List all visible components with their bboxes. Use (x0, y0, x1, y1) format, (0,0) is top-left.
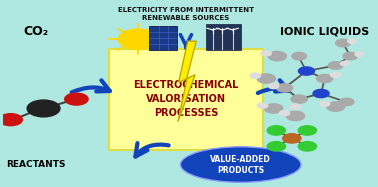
Circle shape (298, 67, 314, 75)
Circle shape (298, 142, 316, 151)
Circle shape (268, 51, 287, 61)
Circle shape (279, 111, 290, 116)
Text: REACTANTS: REACTANTS (6, 160, 66, 169)
Text: CO₂: CO₂ (24, 25, 49, 38)
Circle shape (317, 74, 333, 83)
Circle shape (65, 93, 88, 105)
Ellipse shape (180, 147, 301, 182)
Polygon shape (178, 41, 196, 122)
Circle shape (277, 84, 293, 92)
Circle shape (343, 52, 358, 60)
Circle shape (313, 89, 329, 98)
Circle shape (261, 51, 271, 56)
Circle shape (336, 39, 350, 47)
Circle shape (265, 104, 283, 113)
Circle shape (283, 134, 301, 143)
Circle shape (118, 29, 158, 50)
Circle shape (268, 83, 279, 89)
Circle shape (355, 52, 364, 56)
Circle shape (267, 142, 285, 151)
Circle shape (257, 74, 276, 83)
Text: IONIC LIQUIDS: IONIC LIQUIDS (280, 27, 369, 37)
Circle shape (267, 126, 285, 135)
Circle shape (0, 114, 22, 126)
Circle shape (327, 102, 345, 111)
Text: VALUE-ADDED
PRODUCTS: VALUE-ADDED PRODUCTS (210, 154, 271, 175)
Circle shape (341, 61, 349, 66)
Circle shape (328, 62, 343, 69)
Circle shape (250, 73, 260, 78)
Circle shape (291, 95, 307, 103)
Circle shape (287, 111, 305, 121)
Circle shape (320, 101, 330, 106)
Circle shape (27, 100, 60, 117)
Text: ELECTRICITY FROM INTERMITTENT
RENEWABLE SOURCES: ELECTRICITY FROM INTERMITTENT RENEWABLE … (118, 7, 254, 21)
Circle shape (348, 39, 356, 43)
Circle shape (298, 126, 316, 135)
Text: ELECTROCHEMICAL
VALORISATION
PROCESSES: ELECTROCHEMICAL VALORISATION PROCESSES (133, 80, 239, 118)
Circle shape (339, 98, 354, 106)
FancyBboxPatch shape (206, 24, 241, 50)
Circle shape (257, 103, 268, 108)
Circle shape (330, 72, 341, 77)
FancyBboxPatch shape (109, 49, 263, 150)
FancyBboxPatch shape (149, 26, 177, 50)
Circle shape (290, 104, 301, 109)
Circle shape (292, 52, 307, 60)
